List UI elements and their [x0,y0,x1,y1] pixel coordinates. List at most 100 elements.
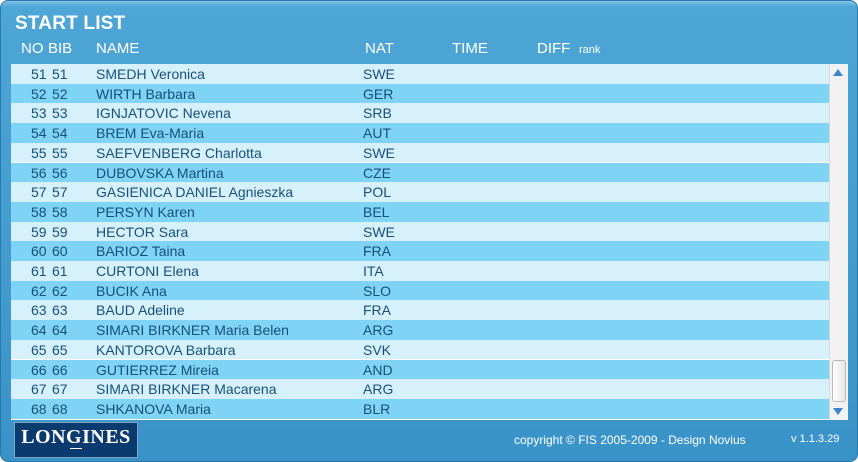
cell-name: BUCIK Ana [96,282,167,299]
cell-bib: 61 [52,263,68,279]
cell-bib: 66 [52,361,68,378]
column-header-time: TIME [452,40,488,57]
cell-nat: SWE [363,144,395,161]
vertical-scrollbar[interactable] [829,64,848,420]
cell-no: 64 [31,322,47,339]
cell-nat: BLR [363,400,391,417]
scrollbar-thumb[interactable] [832,360,846,402]
cell-name: DUBOVSKA Martina [96,164,224,181]
table-row[interactable]: 64 64 SIMARI BIRKNER Maria Belen ARG [11,320,829,340]
cell-no: 58 [31,203,47,220]
cell-bib: 56 [52,164,68,181]
cell-nat: FRA [363,302,391,319]
cell-bib: 59 [52,223,68,240]
table-row[interactable]: 63 63 BAUD Adeline FRA [11,300,829,321]
longines-logo: LONGINES [14,422,138,458]
cell-name: GASIENICA DANIEL Agnieszka [96,184,294,201]
cell-nat: ARG [363,322,394,339]
cell-nat: AND [363,361,393,378]
cell-nat: POL [363,184,392,201]
table-row[interactable]: 54 54 BREM Eva-Maria AUT [11,123,829,143]
table-row[interactable]: 62 62 BUCIK Ana SLO [11,280,829,301]
cell-nat: SLO [363,282,392,299]
cell-bib: 60 [52,243,68,260]
table-row[interactable]: 56 56 DUBOVSKA Martina CZE [11,162,829,183]
cell-no: 63 [31,302,47,319]
cell-nat: GER [363,85,394,102]
cell-name: IGNJATOVIC Nevena [96,105,231,122]
table-row[interactable]: 66 66 GUTIERREZ Mireia AND [11,359,829,380]
cell-bib: 64 [52,322,68,339]
cell-nat: SWE [363,223,395,240]
column-header-diff: DIFF [537,40,571,57]
cell-name: SHKANOVA Maria [96,400,211,417]
table-row[interactable]: 52 52 WIRTH Barbara GER [11,83,829,104]
cell-no: 59 [31,223,47,240]
cell-name: SAEFVENBERG Charlotta [96,144,262,161]
column-header-bib: BIB [48,40,73,57]
column-header-name: NAME [96,40,140,57]
cell-name: HECTOR Sara [96,223,189,240]
cell-name: CURTONI Elena [96,263,199,279]
cell-bib: 62 [52,282,68,299]
table-row[interactable]: 59 59 HECTOR Sara SWE [11,221,829,242]
cell-no: 56 [31,164,47,181]
cell-name: SIMARI BIRKNER Macarena [96,381,277,398]
cell-nat: AUT [363,125,391,142]
cell-bib: 58 [52,203,68,220]
scroll-up-arrow-icon[interactable] [833,69,843,76]
cell-bib: 57 [52,184,68,201]
cell-nat: FRA [363,243,391,260]
table-row[interactable]: 65 65 KANTOROVA Barbara SVK [11,339,829,360]
table-row[interactable]: 53 53 IGNJATOVIC Nevena SRB [11,103,829,124]
cell-nat: ITA [363,263,384,279]
cell-bib: 67 [52,381,68,398]
logo-text: LONGINES [21,426,131,448]
start-list-table[interactable]: 68 68 SHKANOVA Maria BLR 67 67 SIMARI BIRKNER … [11,64,848,420]
cell-no: 51 [31,66,47,82]
cell-bib: 63 [52,302,68,319]
column-header-no: NO [21,40,44,57]
cell-no: 62 [31,282,47,299]
scroll-down-arrow-icon[interactable] [833,408,843,415]
cell-nat: CZE [363,164,391,181]
cell-bib: 54 [52,125,68,142]
cell-nat: BEL [363,203,390,220]
copyright-text: copyright © FIS 2005-2009 - Design Noviu… [514,433,746,447]
cell-no: 54 [31,125,47,142]
cell-name: BARIOZ Taina [96,243,186,260]
cell-no: 57 [31,184,47,201]
cell-name: KANTOROVA Barbara [96,341,236,358]
table-row[interactable]: 67 67 SIMARI BIRKNER Macarena ARG [11,379,829,399]
table-row[interactable]: 51 51 SMEDH Veronica SWE [11,64,829,84]
cell-name: GUTIERREZ Mireia [96,361,219,378]
table-row[interactable]: 61 61 CURTONI Elena ITA [11,261,829,281]
version-text: v 1.1.3.29 [791,433,840,445]
cell-name: SIMARI BIRKNER Maria Belen [96,322,289,339]
cell-no: 52 [31,85,47,102]
table-row[interactable]: 60 60 BARIOZ Taina FRA [11,241,829,261]
cell-nat: SVK [363,341,392,358]
cell-bib: 53 [52,105,68,122]
cell-no: 55 [31,144,47,161]
table-row[interactable]: 57 57 GASIENICA DANIEL Agnieszka POL [11,182,829,202]
cell-no: 61 [31,263,47,279]
cell-no: 67 [31,381,47,398]
table-row[interactable]: 68 68 SHKANOVA Maria BLR [11,398,829,419]
column-header-nat: NAT [365,40,394,57]
cell-bib: 52 [52,85,68,102]
table-row[interactable]: 55 55 SAEFVENBERG Charlotta SWE [11,142,829,163]
panel-top-gloss [1,1,857,7]
cell-no: 66 [31,361,47,378]
column-header-rank: rank [579,44,601,56]
cell-name: WIRTH Barbara [96,85,196,102]
cell-bib: 51 [52,66,68,82]
panel-title: START LIST [15,13,126,34]
cell-bib: 68 [52,400,68,417]
cell-name: SMEDH Veronica [96,66,205,82]
cell-bib: 65 [52,341,68,358]
cell-name: PERSYN Karen [96,203,195,220]
table-row[interactable]: 58 58 PERSYN Karen BEL [11,201,829,222]
cell-name: BREM Eva-Maria [96,125,205,142]
